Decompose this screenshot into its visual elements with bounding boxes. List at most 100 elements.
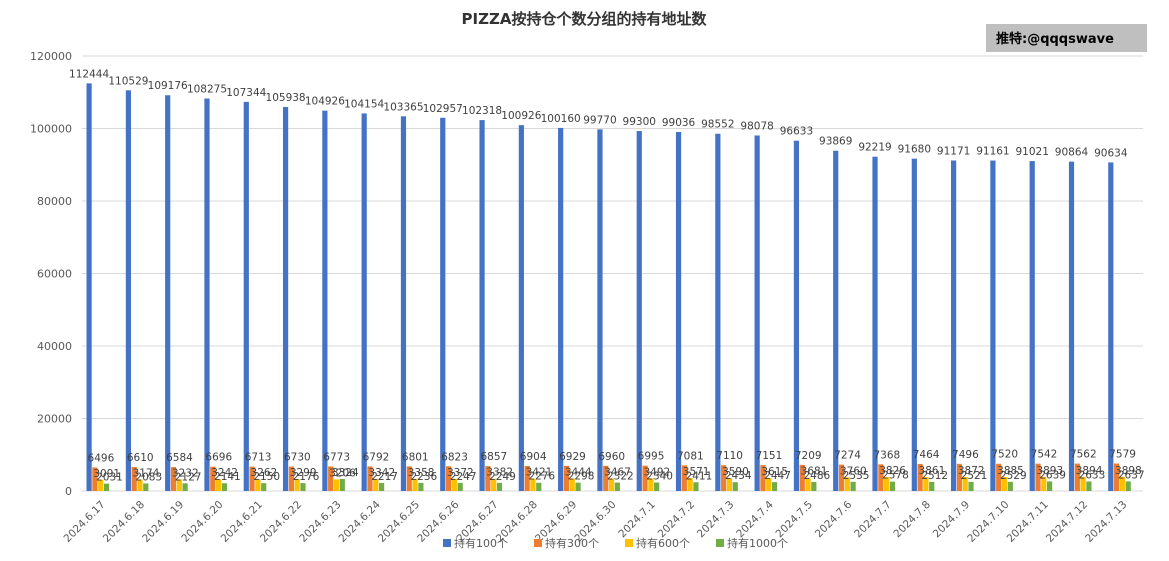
- bar: [378, 482, 385, 491]
- bar: [636, 131, 642, 491]
- data-label: 2276: [528, 471, 555, 483]
- bar: [642, 465, 648, 491]
- bar: [1001, 476, 1008, 491]
- bar: [929, 481, 935, 491]
- x-tick-label: 2024.6.18: [101, 499, 147, 545]
- bar: [754, 135, 760, 491]
- bar: [261, 483, 267, 491]
- data-label: 7562: [1070, 449, 1097, 461]
- bar: [361, 113, 367, 492]
- data-label: 3571: [683, 466, 710, 478]
- bar: [367, 466, 373, 491]
- data-label: 3826: [879, 465, 906, 477]
- legend-swatch: [625, 539, 633, 547]
- data-label: 3760: [840, 465, 867, 477]
- bar: [838, 464, 845, 491]
- bar: [648, 478, 654, 491]
- data-label: 3615: [761, 466, 788, 478]
- data-label: 3898: [1115, 465, 1142, 477]
- data-label: 108275: [187, 84, 227, 96]
- x-tick-label: 2024.6.20: [179, 499, 225, 545]
- bar: [1086, 481, 1092, 491]
- data-label: 7542: [1031, 449, 1058, 461]
- x-tick-label: 2024.7.8: [891, 499, 933, 541]
- badge-text: 推特:@qqqswave: [996, 31, 1114, 47]
- data-label: 7464: [913, 449, 940, 461]
- bar: [603, 465, 609, 491]
- data-label: 104154: [344, 98, 384, 110]
- bar: [693, 482, 699, 491]
- data-label: 7274: [834, 450, 861, 462]
- data-label: 3590: [722, 466, 749, 478]
- bar: [255, 479, 261, 491]
- x-tick-label: 2024.6.25: [376, 499, 422, 545]
- y-tick-label: 20000: [37, 413, 72, 426]
- bar: [1047, 481, 1053, 491]
- data-label: 6730: [284, 452, 311, 464]
- chart-title: PIZZA按持仓个数分组的持有地址数: [462, 10, 708, 28]
- bar: [86, 83, 92, 491]
- bar: [103, 483, 110, 491]
- bar: [654, 482, 660, 491]
- bar: [440, 117, 446, 491]
- x-tick-label: 2024.6.17: [61, 499, 107, 545]
- bar: [1119, 476, 1126, 491]
- data-label: 2247: [450, 471, 477, 483]
- bar: [1080, 476, 1086, 491]
- data-label: 91161: [976, 146, 1009, 158]
- bar: [485, 466, 491, 491]
- data-label: 103365: [383, 101, 423, 113]
- bar: [400, 116, 407, 491]
- bar: [771, 482, 778, 491]
- bar: [412, 478, 418, 491]
- data-label: 6584: [166, 452, 193, 464]
- bar: [418, 482, 424, 491]
- bar: [536, 482, 542, 491]
- bar: [962, 476, 968, 491]
- bar: [339, 478, 345, 491]
- bar: [131, 467, 137, 491]
- bar: [1029, 161, 1035, 491]
- legend-swatch: [443, 539, 451, 547]
- data-label: 2578: [882, 470, 909, 482]
- data-label: 2512: [921, 470, 948, 482]
- legend-swatch: [534, 539, 542, 547]
- data-label: 2535: [843, 470, 870, 482]
- data-label: 6496: [88, 452, 115, 464]
- bar: [715, 133, 721, 491]
- data-label: 3894: [1076, 465, 1103, 477]
- data-label: 7110: [716, 450, 743, 462]
- x-tick-label: 2024.6.22: [258, 499, 304, 545]
- y-tick-label: 0: [65, 485, 72, 498]
- bar: [675, 131, 682, 491]
- bar: [951, 160, 957, 491]
- bar: [889, 481, 896, 491]
- x-tick-label: 2024.6.23: [297, 499, 343, 545]
- bars: [86, 83, 1131, 492]
- bar: [923, 477, 929, 491]
- bar: [1007, 481, 1013, 491]
- bar: [165, 95, 171, 491]
- bar: [322, 110, 328, 491]
- data-label: 3174: [133, 467, 160, 479]
- x-tick-label: 2024.7.7: [852, 499, 894, 541]
- data-label: 3885: [997, 465, 1024, 477]
- y-tick-label: 40000: [37, 340, 72, 353]
- x-tick-label: 2024.6.19: [140, 499, 186, 545]
- data-label: 6929: [559, 451, 586, 463]
- bar: [766, 477, 772, 491]
- data-label: 7368: [873, 449, 900, 461]
- data-label: 6713: [245, 452, 272, 464]
- bar: [328, 466, 334, 491]
- bar: [333, 479, 340, 491]
- bar: [445, 466, 452, 491]
- data-label: 7520: [991, 449, 1018, 461]
- data-label: 3206: [329, 467, 356, 479]
- x-tick-label: 2024.7.9: [931, 499, 973, 541]
- bar: [844, 477, 850, 491]
- bar: [1114, 463, 1120, 491]
- data-label: 2322: [607, 471, 634, 483]
- data-label: 2298: [568, 471, 595, 483]
- bar: [221, 483, 227, 491]
- data-label: 2236: [411, 471, 438, 483]
